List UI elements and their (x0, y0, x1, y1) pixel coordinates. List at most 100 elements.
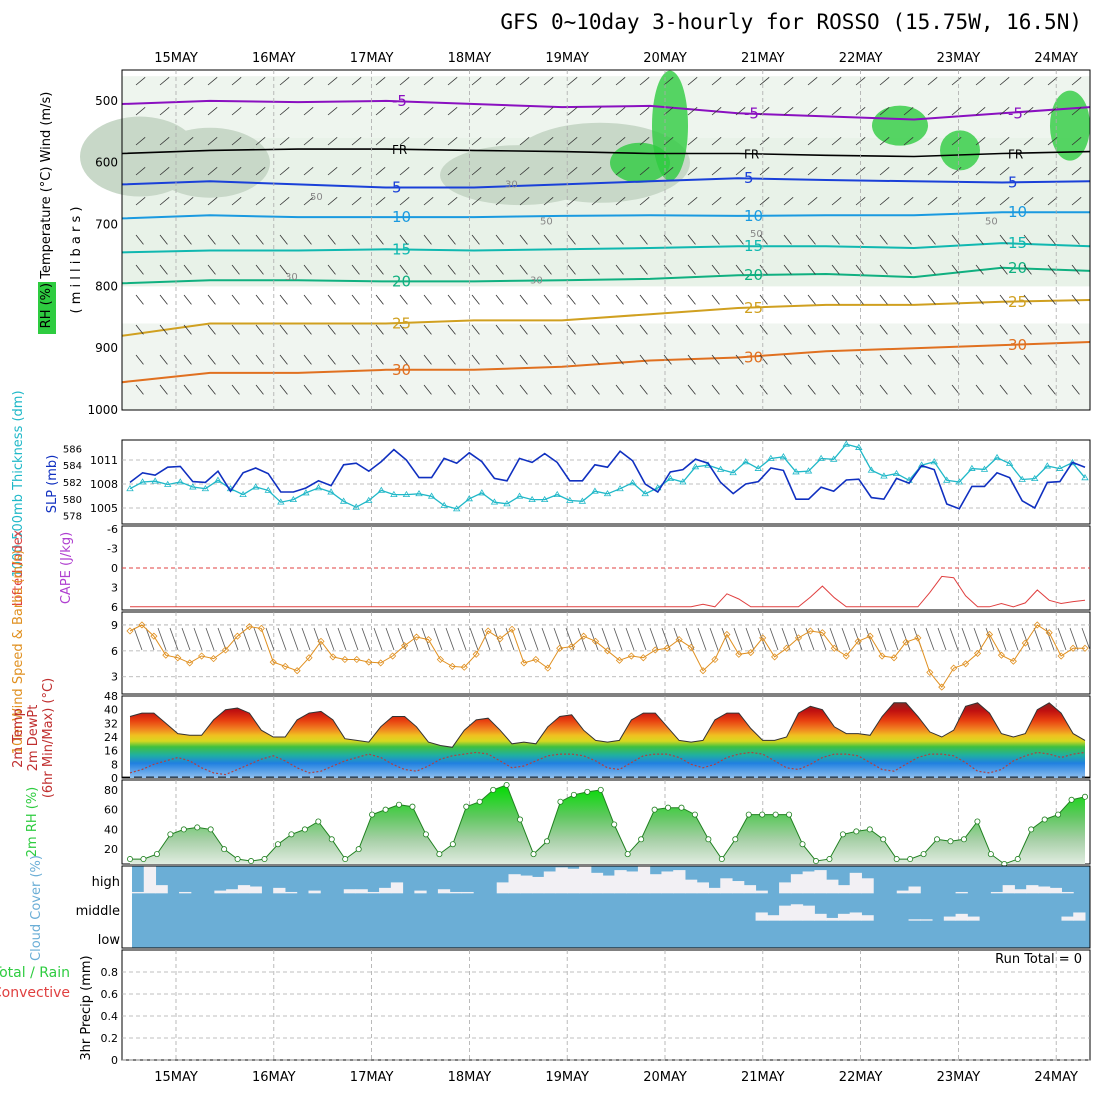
wind-speed-point (532, 655, 540, 664)
cloud-cover-bar (908, 919, 921, 921)
thickness-point (616, 484, 624, 492)
surface-wind-barb (505, 627, 515, 651)
wind-speed-point (854, 637, 862, 645)
isotherm-label: 25 (392, 314, 411, 332)
surface-wind-barb (217, 627, 227, 651)
wind-barb (519, 384, 528, 395)
cloud-level-label: high (92, 875, 120, 890)
cloud-cover-bar (1002, 885, 1015, 894)
cloud-cover-bar (943, 916, 957, 921)
cloud-cover-bar (308, 890, 321, 894)
wind-speed-point (317, 637, 325, 645)
rh-point (248, 858, 255, 865)
cape-ylabel: CAPE (J/kg) (59, 532, 74, 604)
wind-barb (255, 384, 264, 395)
wind-speed-point (389, 652, 397, 660)
wind-barb (231, 106, 242, 116)
wind-barb (639, 354, 648, 365)
bottom-date-label: 22MAY (839, 1070, 883, 1085)
cloud-cover-bar (343, 889, 357, 894)
cloud-cover-bar (249, 886, 262, 894)
top-date-label: 15MAY (154, 51, 198, 66)
cloud-cover-bar (955, 891, 968, 894)
wind-barb (495, 294, 504, 305)
rh-contour-label: 50 (540, 217, 553, 228)
wind-barb (399, 76, 410, 86)
wind-speed-point (675, 636, 683, 644)
wind-barb (327, 196, 338, 206)
wind-speed-point (209, 655, 218, 663)
wind-barb (591, 354, 600, 365)
wind-barb (999, 76, 1010, 86)
slp-ylabel: SLP (mb) (45, 455, 60, 514)
rh-point (355, 846, 362, 853)
thickness-point (716, 465, 725, 472)
surface-wind-barb (205, 627, 215, 651)
wind-barb (999, 354, 1008, 365)
wind-barb (399, 324, 408, 335)
wind-barb (1023, 196, 1034, 206)
wind-barb (327, 166, 338, 176)
wind-barb (687, 234, 696, 245)
wind-barb (255, 354, 264, 365)
wind-barb (1023, 324, 1032, 335)
wind-barb (1023, 76, 1034, 86)
wind-barb (591, 196, 602, 206)
wind-barb (135, 384, 144, 395)
wind-barb (375, 354, 384, 365)
surface-wind-barb (337, 627, 347, 651)
surface-wind-barb (445, 627, 455, 651)
rh-shading (510, 122, 690, 203)
thickness-point (151, 477, 159, 484)
rh-point (396, 801, 403, 808)
wind-barb (423, 166, 434, 176)
temperature-tick-label: 40 (104, 704, 118, 717)
surface-wind-barb (349, 627, 359, 651)
wind-barb (183, 136, 194, 146)
cloud-cover-bar (661, 871, 674, 894)
rh-point (543, 838, 550, 845)
wind-barb (1023, 136, 1034, 146)
thickness-point (654, 484, 662, 491)
cloud-cover-bar (1014, 889, 1027, 894)
wind-barb (783, 196, 794, 206)
wind-barb (399, 294, 408, 305)
wind-barb (447, 106, 458, 116)
isotherm-label: FR (392, 143, 407, 157)
wind-barb (735, 136, 746, 146)
thickness-point (767, 454, 775, 461)
top-date-label: 23MAY (937, 51, 981, 66)
isotherm-label: -5 (392, 92, 407, 110)
wind-tick-label: 9 (111, 619, 118, 632)
rh-point (893, 856, 900, 863)
cloud-cover-bar (179, 891, 192, 894)
wind-speed-point (484, 627, 492, 635)
surface-wind-barb (493, 627, 503, 651)
thickness-point (955, 478, 964, 485)
wind-barb (1071, 166, 1082, 176)
isotherm-label: 5 (392, 178, 402, 196)
rh-point (1041, 816, 1048, 823)
wind-barb (543, 384, 552, 395)
isotherm-15 (121, 242, 1091, 254)
wind-speed-point (174, 654, 182, 662)
precip-tick-label: 0.8 (101, 966, 119, 979)
wind-speed-point (973, 649, 982, 657)
wind-barb (231, 136, 242, 146)
wind-barb (855, 234, 864, 245)
rh-point (194, 824, 201, 831)
wind-barb (831, 354, 840, 365)
top-date-label: 19MAY (545, 51, 589, 66)
wind-barb (471, 264, 480, 275)
thickness-point (1031, 474, 1039, 482)
cloud-cover-bar (543, 871, 557, 894)
wind-barb (927, 384, 936, 395)
wind-speed-point (353, 655, 361, 664)
thickness-point (742, 458, 750, 465)
top-date-label: 21MAY (741, 51, 785, 66)
rh-point (490, 786, 497, 793)
wind-barb (639, 76, 650, 86)
cloud-level-label: low (98, 933, 121, 948)
cloud-cover-bar (567, 868, 580, 894)
wind-barb (255, 166, 266, 176)
